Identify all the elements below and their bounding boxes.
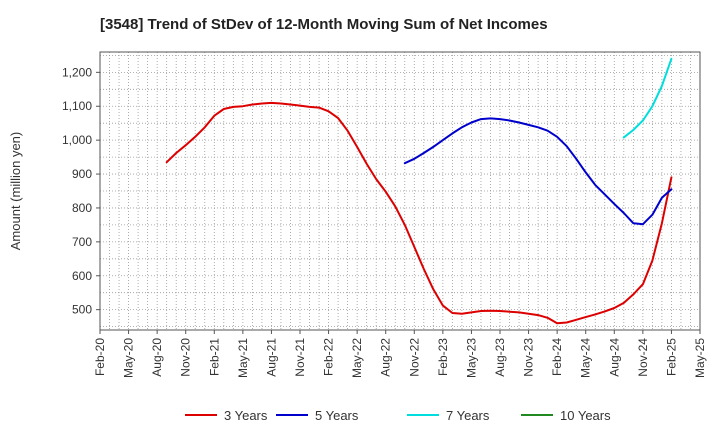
- y-tick-label: 600: [72, 269, 92, 283]
- x-tick-label: Feb-25: [664, 338, 678, 376]
- x-tick-label: Feb-22: [322, 338, 336, 376]
- x-tick-label: Feb-23: [436, 338, 450, 376]
- series-line-3-years: [165, 101, 673, 325]
- x-tick-label: May-22: [350, 338, 364, 378]
- x-tick-label: Aug-24: [607, 338, 621, 377]
- x-tick-label: Nov-20: [179, 338, 193, 377]
- x-tick-label: Aug-23: [493, 338, 507, 377]
- x-tick-label: May-21: [236, 338, 250, 378]
- series-line-7-years: [622, 57, 673, 139]
- x-tick-label: May-24: [579, 338, 593, 378]
- y-tick-label: 800: [72, 201, 92, 215]
- x-tick-label: Feb-21: [207, 338, 221, 376]
- y-tick-label: 1,200: [62, 65, 92, 79]
- x-tick-label: Nov-23: [522, 338, 536, 377]
- x-tick-label: Nov-22: [407, 338, 421, 377]
- x-tick-label: Nov-21: [293, 338, 307, 377]
- x-tick-label: May-20: [122, 338, 136, 378]
- legend-label: 3 Years: [224, 408, 268, 423]
- x-tick-label: Aug-22: [379, 338, 393, 377]
- y-tick-label: 1,100: [62, 99, 92, 113]
- y-axis-label: Amount (million yen): [8, 132, 23, 251]
- legend-label: 10 Years: [560, 408, 611, 423]
- legend-label: 5 Years: [315, 408, 359, 423]
- series-line-5-years: [403, 117, 673, 226]
- y-tick-label: 900: [72, 167, 92, 181]
- x-tick-label: Aug-21: [264, 338, 278, 377]
- chart-title: [3548] Trend of StDev of 12-Month Moving…: [100, 16, 548, 33]
- x-tick-label: Aug-20: [150, 338, 164, 377]
- x-tick-label: May-23: [464, 338, 478, 378]
- legend-label: 7 Years: [446, 408, 490, 423]
- x-tick-label: Feb-24: [550, 338, 564, 376]
- x-tick-label: Nov-24: [636, 338, 650, 377]
- x-tick-label: Feb-20: [93, 338, 107, 376]
- x-tick-label: May-25: [693, 338, 707, 378]
- y-tick-label: 700: [72, 235, 92, 249]
- y-tick-label: 1,000: [62, 133, 92, 147]
- plot-border: [99, 51, 701, 331]
- y-tick-label: 500: [72, 303, 92, 317]
